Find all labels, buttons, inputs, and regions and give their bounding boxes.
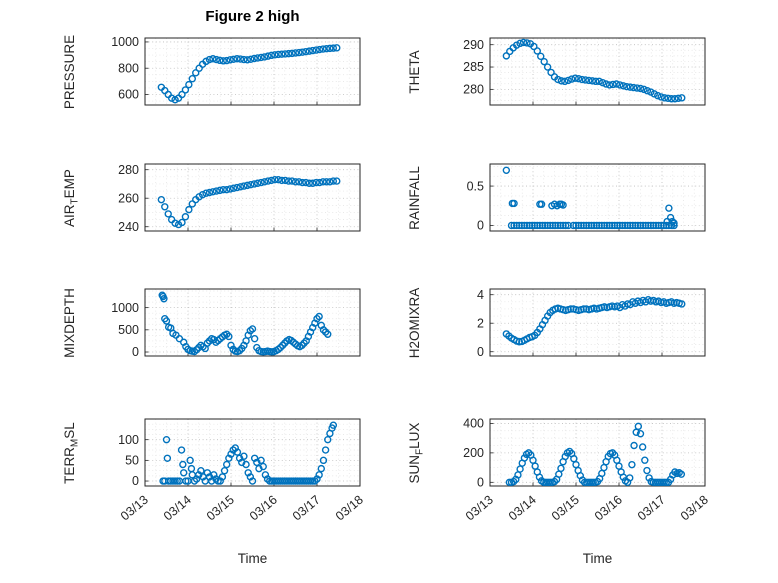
y-axis-label-rainfall: RAINFALL	[407, 166, 422, 230]
svg-text:03/16: 03/16	[592, 493, 625, 524]
svg-text:0: 0	[132, 474, 139, 488]
svg-text:260: 260	[118, 191, 139, 205]
svg-text:03/16: 03/16	[247, 493, 280, 524]
y-axis-label-terrmsl: TERRMSL	[62, 422, 81, 484]
svg-text:03/17: 03/17	[290, 493, 323, 524]
data-points	[157, 175, 341, 229]
svg-text:03/15: 03/15	[204, 493, 237, 524]
svg-text:2: 2	[477, 316, 484, 330]
plot-area-sunflux: 0 200 400 03/13 03/14 03/15 03/16 03/17 03/18	[463, 417, 711, 524]
svg-text:0.5: 0.5	[467, 179, 484, 193]
svg-text:285: 285	[463, 60, 484, 74]
x-axis-title-right: Time	[582, 551, 613, 566]
plot-area-terrmsl: 0 50 100 03/13 03/14 03/15 03/16 03/17 03/18	[118, 418, 366, 524]
y-axis-label-h2omixra: H2OMIXRA	[407, 287, 422, 359]
svg-text:03/13: 03/13	[463, 493, 496, 524]
svg-text:0: 0	[132, 345, 139, 359]
svg-text:03/15: 03/15	[549, 493, 582, 524]
y-axis-label-airtemp: AIRTEMP	[62, 169, 81, 227]
svg-text:0: 0	[477, 345, 484, 359]
svg-text:100: 100	[118, 433, 139, 447]
svg-text:4: 4	[477, 288, 484, 302]
svg-text:1000: 1000	[111, 35, 139, 49]
svg-text:03/17: 03/17	[635, 493, 668, 524]
data-points	[502, 295, 686, 346]
svg-text:03/14: 03/14	[161, 493, 194, 524]
y-axis-label-mixdepth: MIXDEPTH	[62, 288, 77, 358]
svg-text:50: 50	[125, 454, 139, 468]
x-axis-title-left: Time	[237, 551, 268, 566]
svg-text:400: 400	[463, 417, 484, 431]
svg-text:290: 290	[463, 38, 484, 52]
subplot-mixdepth: MIXDEPTH 0 500 1000	[62, 284, 363, 364]
svg-text:03/13: 03/13	[118, 493, 151, 524]
subplot-theta: THETA 280 285 290	[407, 33, 708, 113]
svg-text:03/14: 03/14	[506, 493, 539, 524]
data-points	[502, 38, 686, 103]
subplot-h2omixra: H2OMIXRA 0 2 4	[407, 284, 708, 364]
svg-text:03/18: 03/18	[333, 493, 366, 524]
svg-text:0: 0	[477, 476, 484, 490]
plot-area-pressure: 600 800 1000	[111, 35, 361, 106]
plot-area-rainfall: 00.5	[467, 163, 706, 233]
svg-text:200: 200	[463, 446, 484, 460]
plot-area-theta: 280 285 290	[463, 37, 706, 106]
plot-area-airtemp: 240 260 280	[118, 163, 361, 234]
svg-text:500: 500	[118, 323, 139, 337]
svg-text:280: 280	[118, 163, 139, 177]
svg-text:0: 0	[477, 219, 484, 233]
data-points	[505, 422, 686, 487]
y-axis-label-theta: THETA	[407, 50, 422, 94]
data-points	[502, 166, 678, 230]
svg-text:240: 240	[118, 220, 139, 234]
svg-text:600: 600	[118, 88, 139, 102]
data-points	[158, 291, 332, 356]
svg-text:1000: 1000	[111, 301, 139, 315]
svg-text:03/18: 03/18	[678, 493, 711, 524]
subplot-rainfall: RAINFALL 0 0.5	[407, 159, 708, 239]
data-points	[157, 44, 341, 104]
subplot-pressure: PRESSURE 600 800 1000	[62, 33, 363, 113]
subplot-terrmsl: TERRMSL 0 50 100 03/13 03/14 03/15 03/16 03/17 0…	[62, 414, 366, 559]
plot-area-h2omixra: 0 2 4	[477, 288, 706, 359]
y-axis-label-pressure: PRESSURE	[62, 34, 77, 110]
svg-text:800: 800	[118, 61, 139, 75]
plot-area-mixdepth: 0 500 1000	[111, 288, 361, 359]
subplot-sunflux: SUNFLUX 0 200 400 03/13 03/14 03/15 03/16 03/17…	[407, 414, 711, 559]
figure-title: Figure 2 high	[205, 8, 300, 25]
svg-text:280: 280	[463, 83, 484, 97]
y-axis-label-sunflux: SUNFLUX	[407, 422, 426, 484]
subplot-airtemp: AIRTEMP 240 260 280	[62, 159, 363, 239]
data-points	[159, 421, 338, 485]
